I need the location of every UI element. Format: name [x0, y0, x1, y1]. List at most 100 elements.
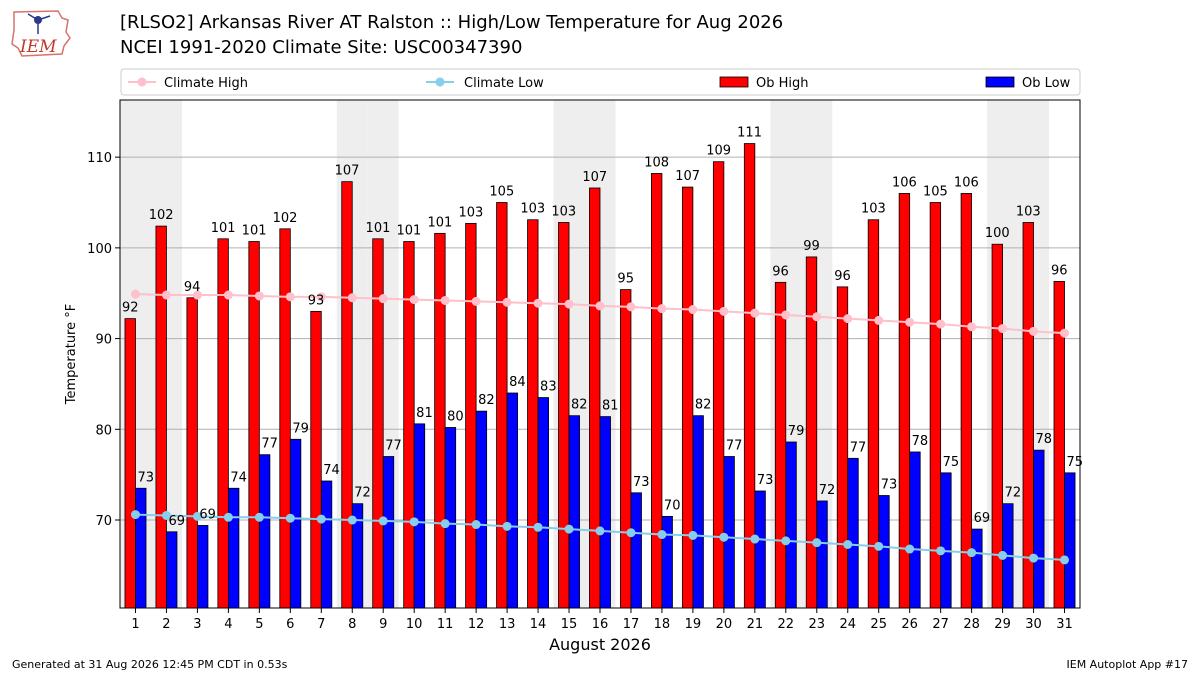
climate-low-point: [192, 511, 202, 521]
climate-high-point: [874, 315, 884, 325]
ob-low-label: 81: [602, 399, 619, 414]
ob-high-label: 99: [803, 239, 820, 254]
ob-low-bar: [475, 410, 488, 609]
ob-low-label: 79: [788, 424, 805, 439]
climate-low-point: [967, 548, 977, 558]
x-tick-label: 27: [932, 617, 949, 632]
ob-low-bar: [135, 487, 147, 609]
ob-high-bar: [341, 181, 353, 609]
ob-low-bar: [320, 480, 333, 609]
climate-low-point: [285, 513, 295, 523]
climate-low-point: [223, 512, 233, 522]
x-tick-label: 15: [561, 617, 578, 632]
climate-high-point: [719, 306, 729, 316]
climate-low-point: [254, 512, 264, 522]
ob-low-bar: [692, 415, 704, 609]
climate-high-point: [967, 322, 977, 332]
climate-high-point: [1029, 326, 1039, 336]
ob-high-bar: [681, 186, 694, 609]
ob-high-bar: [651, 173, 663, 609]
x-tick-label: 28: [963, 617, 980, 632]
ob-high-label: 109: [706, 144, 731, 159]
x-tick-label: 24: [839, 617, 856, 632]
ob-high-label: 111: [737, 126, 762, 141]
climate-low-point: [812, 538, 822, 548]
climate-high-point: [316, 292, 326, 302]
ob-low-bar: [166, 531, 178, 609]
climate-high-point: [936, 319, 946, 329]
ob-low-bar: [909, 451, 921, 609]
ob-low-label: 73: [633, 475, 650, 490]
ob-low-label: 73: [757, 473, 774, 488]
ob-low-bar: [940, 472, 952, 609]
ob-low-bar: [1033, 449, 1045, 609]
ob-high-bar: [1022, 222, 1034, 609]
ob-high-label: 107: [335, 164, 360, 179]
ob-low-bar: [816, 500, 828, 609]
ob-high-bar: [186, 297, 198, 609]
climate-low-point: [440, 519, 450, 529]
ob-low-bar: [599, 416, 611, 609]
ob-low-bar: [197, 525, 209, 609]
x-tick-label: 16: [592, 617, 609, 632]
ob-low-bar: [847, 457, 859, 609]
ob-low-bar: [630, 492, 642, 609]
ob-low-bar: [661, 515, 673, 609]
ob-high-label: 106: [892, 175, 917, 190]
ob-low-bar: [878, 495, 890, 609]
climate-low-point: [626, 528, 636, 538]
climate-high-point: [409, 295, 419, 305]
ob-high-label: 96: [834, 269, 851, 284]
x-tick-label: 23: [809, 617, 826, 632]
legend-climate-low-label: Climate Low: [464, 76, 544, 91]
ob-high-bar: [960, 193, 973, 609]
ob-high-label: 93: [308, 293, 325, 308]
climate-high-point: [781, 310, 791, 320]
climate-low-point: [316, 514, 326, 524]
climate-high-point: [440, 295, 450, 305]
x-tick-label: 6: [286, 617, 294, 632]
ob-high-label: 103: [1016, 204, 1041, 219]
climate-low-point: [1029, 553, 1039, 563]
plot-frame: [119, 99, 1081, 609]
legend-climate-low-marker: [435, 77, 445, 87]
x-tick-label: 9: [379, 617, 387, 632]
ob-high-bar: [558, 222, 570, 609]
climate-low-point: [409, 517, 419, 527]
ob-low-label: 69: [974, 511, 991, 526]
climate-high-point: [161, 290, 171, 300]
ob-high-bar: [589, 187, 601, 609]
climate-high-point: [564, 299, 574, 309]
ob-high-bar: [155, 225, 167, 609]
ob-high-label: 105: [489, 185, 514, 200]
ob-high-label: 108: [644, 155, 669, 170]
ob-high-label: 96: [1051, 263, 1068, 278]
x-tick-label: 4: [224, 617, 232, 632]
x-tick-label: 26: [901, 617, 918, 632]
climate-high-point: [285, 292, 295, 302]
x-tick-label: 10: [406, 617, 423, 632]
ob-low-label: 77: [850, 440, 867, 455]
ob-high-label: 103: [551, 204, 576, 219]
x-tick-label: 2: [162, 617, 170, 632]
climate-high-point: [223, 290, 233, 300]
ob-low-label: 69: [168, 514, 185, 529]
ob-high-bar: [805, 256, 818, 609]
generated-timestamp: Generated at 31 Aug 2026 12:45 PM CDT in…: [12, 658, 288, 671]
climate-low-point: [874, 541, 884, 551]
legend-ob-low-swatch: [985, 76, 1015, 88]
climate-low-point: [719, 532, 729, 542]
ob-high-label: 107: [582, 170, 607, 185]
climate-high-point: [1060, 328, 1070, 338]
climate-high-point: [595, 301, 605, 311]
ob-high-label: 102: [273, 211, 298, 226]
climate-low-point: [750, 534, 760, 544]
x-tick-label: 29: [994, 617, 1011, 632]
x-tick-label: 7: [317, 617, 325, 632]
climate-high-point: [812, 312, 822, 322]
ob-high-bar: [310, 310, 322, 609]
x-tick-label: 21: [747, 617, 764, 632]
ob-low-bar: [258, 454, 271, 609]
ob-high-label: 103: [458, 205, 483, 220]
x-tick-label: 3: [193, 617, 201, 632]
